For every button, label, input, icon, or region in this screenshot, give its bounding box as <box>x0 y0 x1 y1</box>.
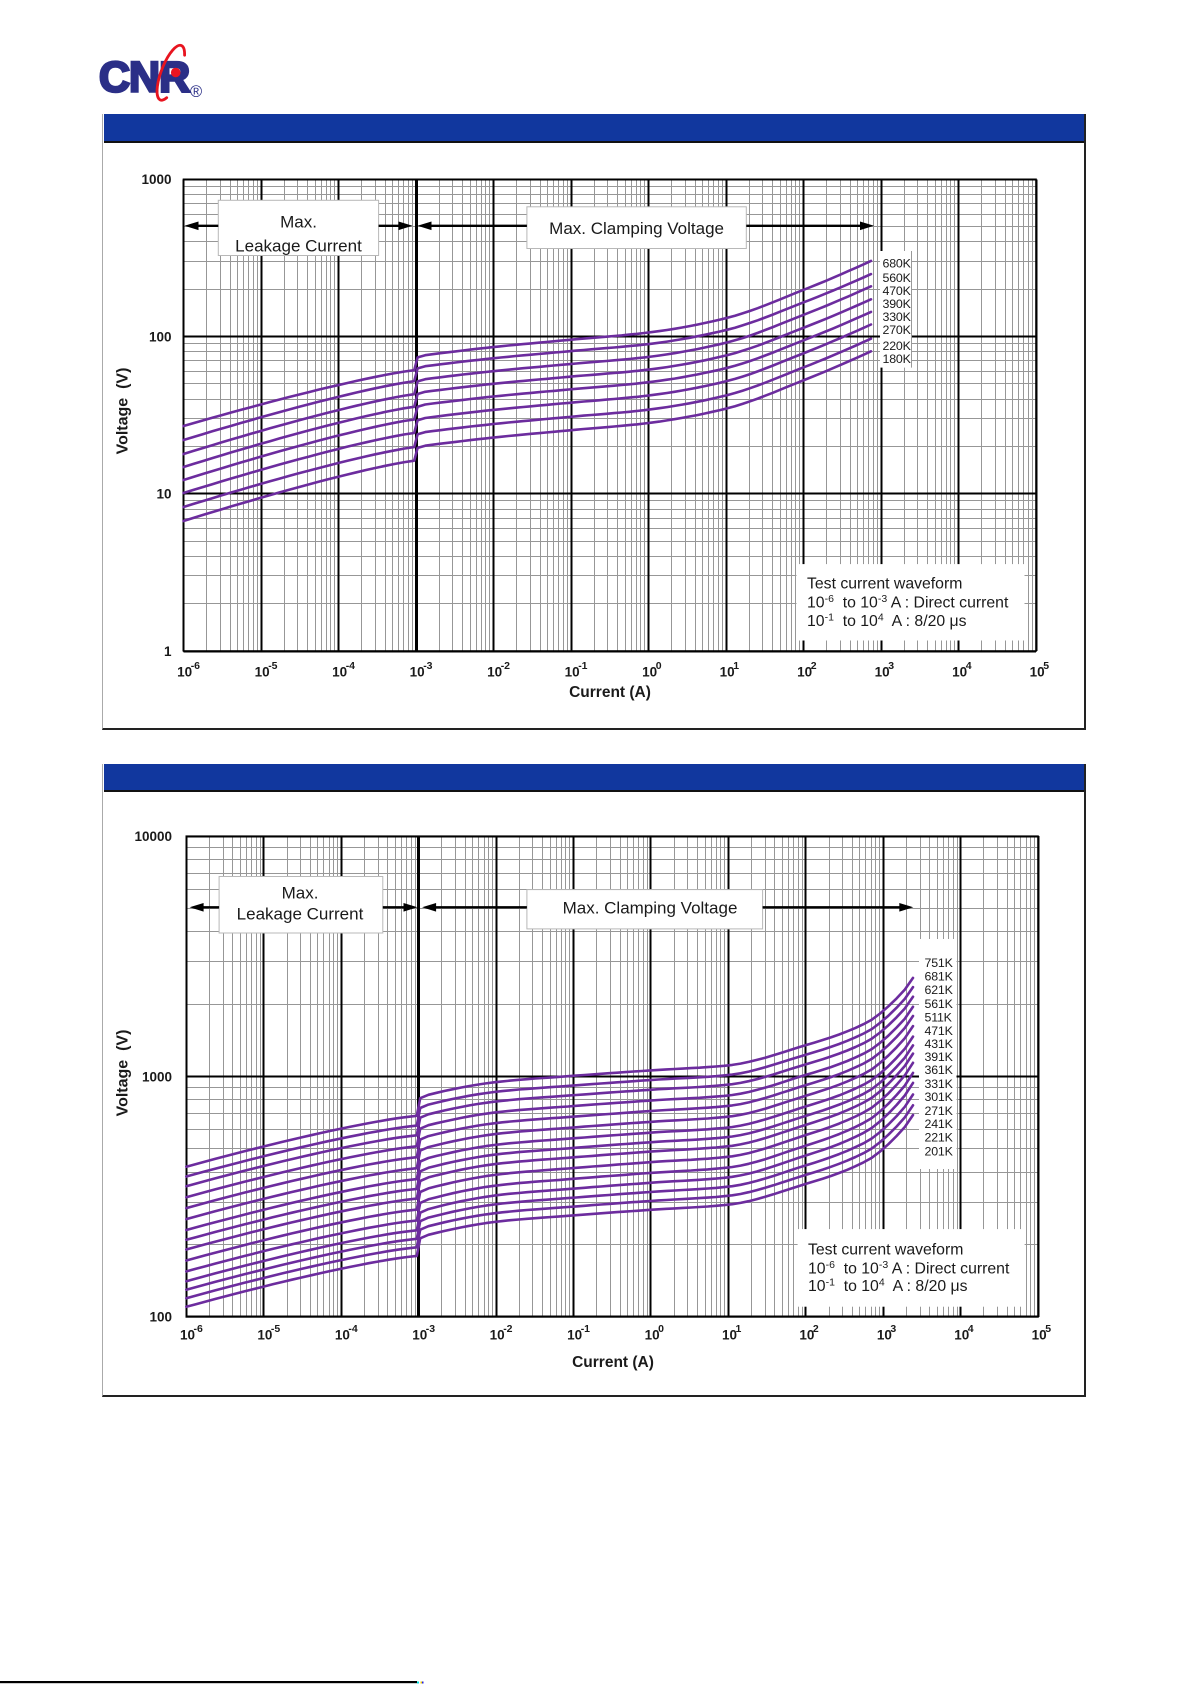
svg-text:10: 10 <box>332 665 347 680</box>
svg-text:1: 1 <box>164 644 172 659</box>
svg-text:271K: 271K <box>925 1104 954 1118</box>
svg-text:10: 10 <box>642 665 657 680</box>
svg-text:10-1 to 104 A : 8/20 μs: 10-1 to 104 A : 8/20 μs <box>807 611 967 630</box>
svg-text:Leakage Current: Leakage Current <box>237 904 364 923</box>
svg-text:10: 10 <box>799 1328 814 1343</box>
svg-text:-2: -2 <box>501 660 510 672</box>
svg-text:391K: 391K <box>925 1050 954 1064</box>
svg-text:680K: 680K <box>883 256 912 270</box>
svg-text:CNR: CNR <box>99 54 190 102</box>
svg-text:Max.: Max. <box>282 883 319 902</box>
svg-text:-4: -4 <box>348 1323 357 1335</box>
svg-text:201K: 201K <box>925 1144 954 1158</box>
svg-text:10: 10 <box>952 665 967 680</box>
svg-text:180K: 180K <box>883 352 912 366</box>
svg-text:4: 4 <box>966 660 972 672</box>
svg-text:Voltage (V): Voltage (V) <box>115 1030 132 1117</box>
svg-text:100: 100 <box>149 1310 172 1325</box>
svg-text:4: 4 <box>968 1323 974 1335</box>
svg-text:Current (A): Current (A) <box>569 684 651 701</box>
svg-text:10-1 to 104 A : 8/20 μs: 10-1 to 104 A : 8/20 μs <box>808 1276 968 1295</box>
svg-text:3: 3 <box>888 660 894 672</box>
svg-text:10: 10 <box>1032 1328 1047 1343</box>
svg-text:-3: -3 <box>426 1323 435 1335</box>
svg-text:1000: 1000 <box>141 172 171 187</box>
svg-text:471K: 471K <box>925 1024 954 1038</box>
svg-text:1: 1 <box>736 1323 742 1335</box>
svg-text:10: 10 <box>257 1328 272 1343</box>
svg-text:-2: -2 <box>503 1323 512 1335</box>
svg-text:10: 10 <box>565 665 580 680</box>
svg-text:Max. Clamping Voltage: Max. Clamping Voltage <box>549 219 724 238</box>
svg-text:361K: 361K <box>925 1063 954 1077</box>
svg-text:Leakage Current: Leakage Current <box>235 237 362 256</box>
svg-text:330K: 330K <box>883 310 912 324</box>
svg-text:560K: 560K <box>883 271 912 285</box>
svg-text:Test current waveform: Test current waveform <box>807 575 962 592</box>
svg-text:511K: 511K <box>925 1011 953 1025</box>
svg-text:331K: 331K <box>925 1077 954 1091</box>
svg-text:10: 10 <box>180 1328 195 1343</box>
svg-text:Current (A): Current (A) <box>572 1354 654 1371</box>
svg-text:0: 0 <box>658 1323 664 1335</box>
svg-text:10: 10 <box>1030 665 1045 680</box>
svg-text:270K: 270K <box>883 323 912 337</box>
svg-text:220K: 220K <box>883 339 912 353</box>
svg-text:751K: 751K <box>925 956 954 970</box>
svg-text:Max.: Max. <box>280 213 317 232</box>
svg-text:470K: 470K <box>883 284 912 298</box>
svg-text:3: 3 <box>890 1323 896 1335</box>
svg-text:-4: -4 <box>346 660 355 672</box>
svg-text:10: 10 <box>487 665 502 680</box>
svg-text:Max. Clamping Voltage: Max. Clamping Voltage <box>563 899 738 918</box>
svg-text:10: 10 <box>177 665 192 680</box>
svg-text:10: 10 <box>722 1328 737 1343</box>
svg-text:1: 1 <box>733 660 739 672</box>
svg-text:10: 10 <box>156 487 171 502</box>
svg-text:Voltage (V): Voltage (V) <box>115 368 132 455</box>
svg-text:10: 10 <box>954 1328 969 1343</box>
svg-text:-6: -6 <box>191 660 200 672</box>
svg-text:-3: -3 <box>423 660 432 672</box>
svg-text:561K: 561K <box>925 997 954 1011</box>
svg-text:10: 10 <box>797 665 812 680</box>
svg-text:621K: 621K <box>925 983 954 997</box>
svg-text:10: 10 <box>720 665 735 680</box>
svg-text:5: 5 <box>1043 660 1049 672</box>
svg-text:301K: 301K <box>925 1090 954 1104</box>
svg-text:-5: -5 <box>268 660 277 672</box>
svg-text:-1: -1 <box>581 1323 590 1335</box>
svg-text:241K: 241K <box>925 1117 954 1131</box>
svg-text:100: 100 <box>149 329 172 344</box>
svg-text:1000: 1000 <box>142 1069 172 1084</box>
svg-text:10-6 to 10-3 A : Direct curre: 10-6 to 10-3 A : Direct current <box>808 1259 1010 1278</box>
svg-text:5: 5 <box>1045 1323 1051 1335</box>
svg-text:10: 10 <box>410 665 425 680</box>
svg-text:431K: 431K <box>925 1037 954 1051</box>
svg-text:Test current waveform: Test current waveform <box>808 1242 963 1259</box>
svg-text:2: 2 <box>811 660 817 672</box>
svg-text:10: 10 <box>875 665 890 680</box>
svg-text:390K: 390K <box>883 297 912 311</box>
svg-text:221K: 221K <box>925 1130 954 1144</box>
svg-text:-5: -5 <box>271 1323 280 1335</box>
svg-text:0: 0 <box>656 660 662 672</box>
svg-text:10: 10 <box>567 1328 582 1343</box>
svg-text:®: ® <box>190 83 202 101</box>
svg-text:10: 10 <box>412 1328 427 1343</box>
svg-text:10-6 to 10-3 A : Direct curre: 10-6 to 10-3 A : Direct current <box>807 593 1009 612</box>
svg-text:-6: -6 <box>194 1323 203 1335</box>
svg-text:10: 10 <box>645 1328 660 1343</box>
svg-text:-1: -1 <box>578 660 587 672</box>
svg-text:10: 10 <box>255 665 270 680</box>
svg-text:681K: 681K <box>925 970 954 984</box>
svg-text:10: 10 <box>490 1328 505 1343</box>
svg-text:10: 10 <box>335 1328 350 1343</box>
svg-text:10: 10 <box>877 1328 892 1343</box>
svg-text:2: 2 <box>813 1323 819 1335</box>
svg-text:10000: 10000 <box>134 829 172 844</box>
